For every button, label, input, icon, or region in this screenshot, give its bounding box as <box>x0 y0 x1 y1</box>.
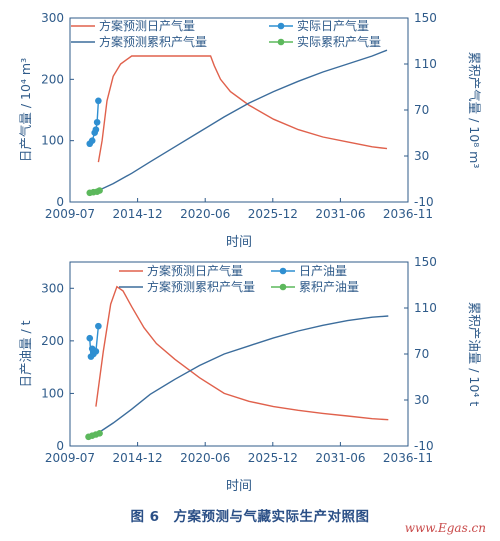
data-point <box>93 118 101 126</box>
series-line-1 <box>97 55 388 163</box>
y-right-tick-label: 150 <box>414 255 437 269</box>
y-left-tick-label: 100 <box>41 386 64 400</box>
y-right-tick-label: 30 <box>414 149 429 163</box>
y-right-tick-label: 110 <box>414 57 437 71</box>
y-right-tick-label: 70 <box>414 347 429 361</box>
x-tick-label: 2036-11 <box>383 207 433 221</box>
series-line-1 <box>95 285 389 421</box>
data-point <box>96 430 103 437</box>
y-left-tick-label: 0 <box>56 195 64 209</box>
y-right-tick-label: -10 <box>414 195 434 209</box>
legend-label: 累积产油量 <box>299 280 359 294</box>
legend-label: 日产油量 <box>299 264 347 278</box>
y-left-tick-label: 200 <box>41 334 64 348</box>
x-tick-label: 2009-07 <box>45 207 95 221</box>
y-right-tick-label: 150 <box>414 11 437 25</box>
legend-marker <box>279 283 287 291</box>
y-right-axis-label: 累积产气量 / 10⁸ m³ <box>467 52 482 169</box>
y-left-tick-label: 200 <box>41 72 64 86</box>
x-tick-label: 2020-06 <box>180 207 230 221</box>
y-left-tick-label: 0 <box>56 439 64 453</box>
y-left-axis-label: 日产油量 / t <box>18 320 33 387</box>
y-right-tick-label: -10 <box>414 439 434 453</box>
x-tick-label: 2025-12 <box>248 451 298 465</box>
y-left-axis-label: 日产气量 / 10⁴ m³ <box>18 58 33 162</box>
y-right-tick-label: 70 <box>414 103 429 117</box>
chart-panel-1: 2009-07 2014-12 2020-06 2025-12 2031-06 2036-… <box>18 11 482 250</box>
x-tick-label: 2031-06 <box>315 451 365 465</box>
series-line-2 <box>95 315 389 436</box>
x-tick-label: 2020-06 <box>180 451 230 465</box>
x-tick-label: 2014-12 <box>113 451 163 465</box>
x-axis-label: 时间 <box>226 235 252 250</box>
legend-label: 实际日产气量 <box>297 18 369 33</box>
y-left-tick-label: 300 <box>41 11 64 25</box>
x-tick-label: 2014-12 <box>113 207 163 221</box>
data-point <box>95 97 102 105</box>
legend-label: 方案预测日产气量 <box>147 263 243 278</box>
chart-panel-2: 2009-07 2014-12 2020-06 2025-12 2031-06 2036-… <box>18 255 482 494</box>
figure-6-charts: 2009-07 2014-12 2020-06 2025-12 2031-06 2036-… <box>18 11 482 494</box>
legend-marker <box>277 38 285 46</box>
legend-label: 方案预测日产气量 <box>99 18 195 33</box>
x-tick-label: 2031-06 <box>315 207 365 221</box>
y-right-tick-label: 110 <box>414 301 437 315</box>
data-point <box>92 126 100 133</box>
x-tick-label: 2036-11 <box>383 451 433 465</box>
legend-label: 方案预测累积产气量 <box>147 279 255 294</box>
data-point <box>96 187 103 194</box>
x-axis-label: 时间 <box>226 479 252 494</box>
y-right-tick-label: 30 <box>414 393 429 407</box>
watermark: www.Egas.cn <box>404 521 486 535</box>
data-point <box>92 348 100 355</box>
data-point <box>86 334 94 342</box>
series-line-2 <box>98 49 388 192</box>
legend-marker <box>279 267 287 275</box>
legend-label: 方案预测累积产气量 <box>99 34 207 49</box>
y-right-axis-label: 累积产油量 / 10⁴ t <box>467 302 482 407</box>
data-point <box>95 322 102 330</box>
legend-label: 实际累积产气量 <box>297 34 381 49</box>
y-left-tick-label: 300 <box>41 281 64 295</box>
data-point <box>88 137 96 144</box>
x-tick-label: 2009-07 <box>45 451 95 465</box>
x-tick-label: 2025-12 <box>248 207 298 221</box>
legend-marker <box>277 22 285 30</box>
figure-caption: 图 6 方案预测与气藏实际生产对照图 <box>130 509 370 525</box>
y-left-tick-label: 100 <box>41 134 64 148</box>
